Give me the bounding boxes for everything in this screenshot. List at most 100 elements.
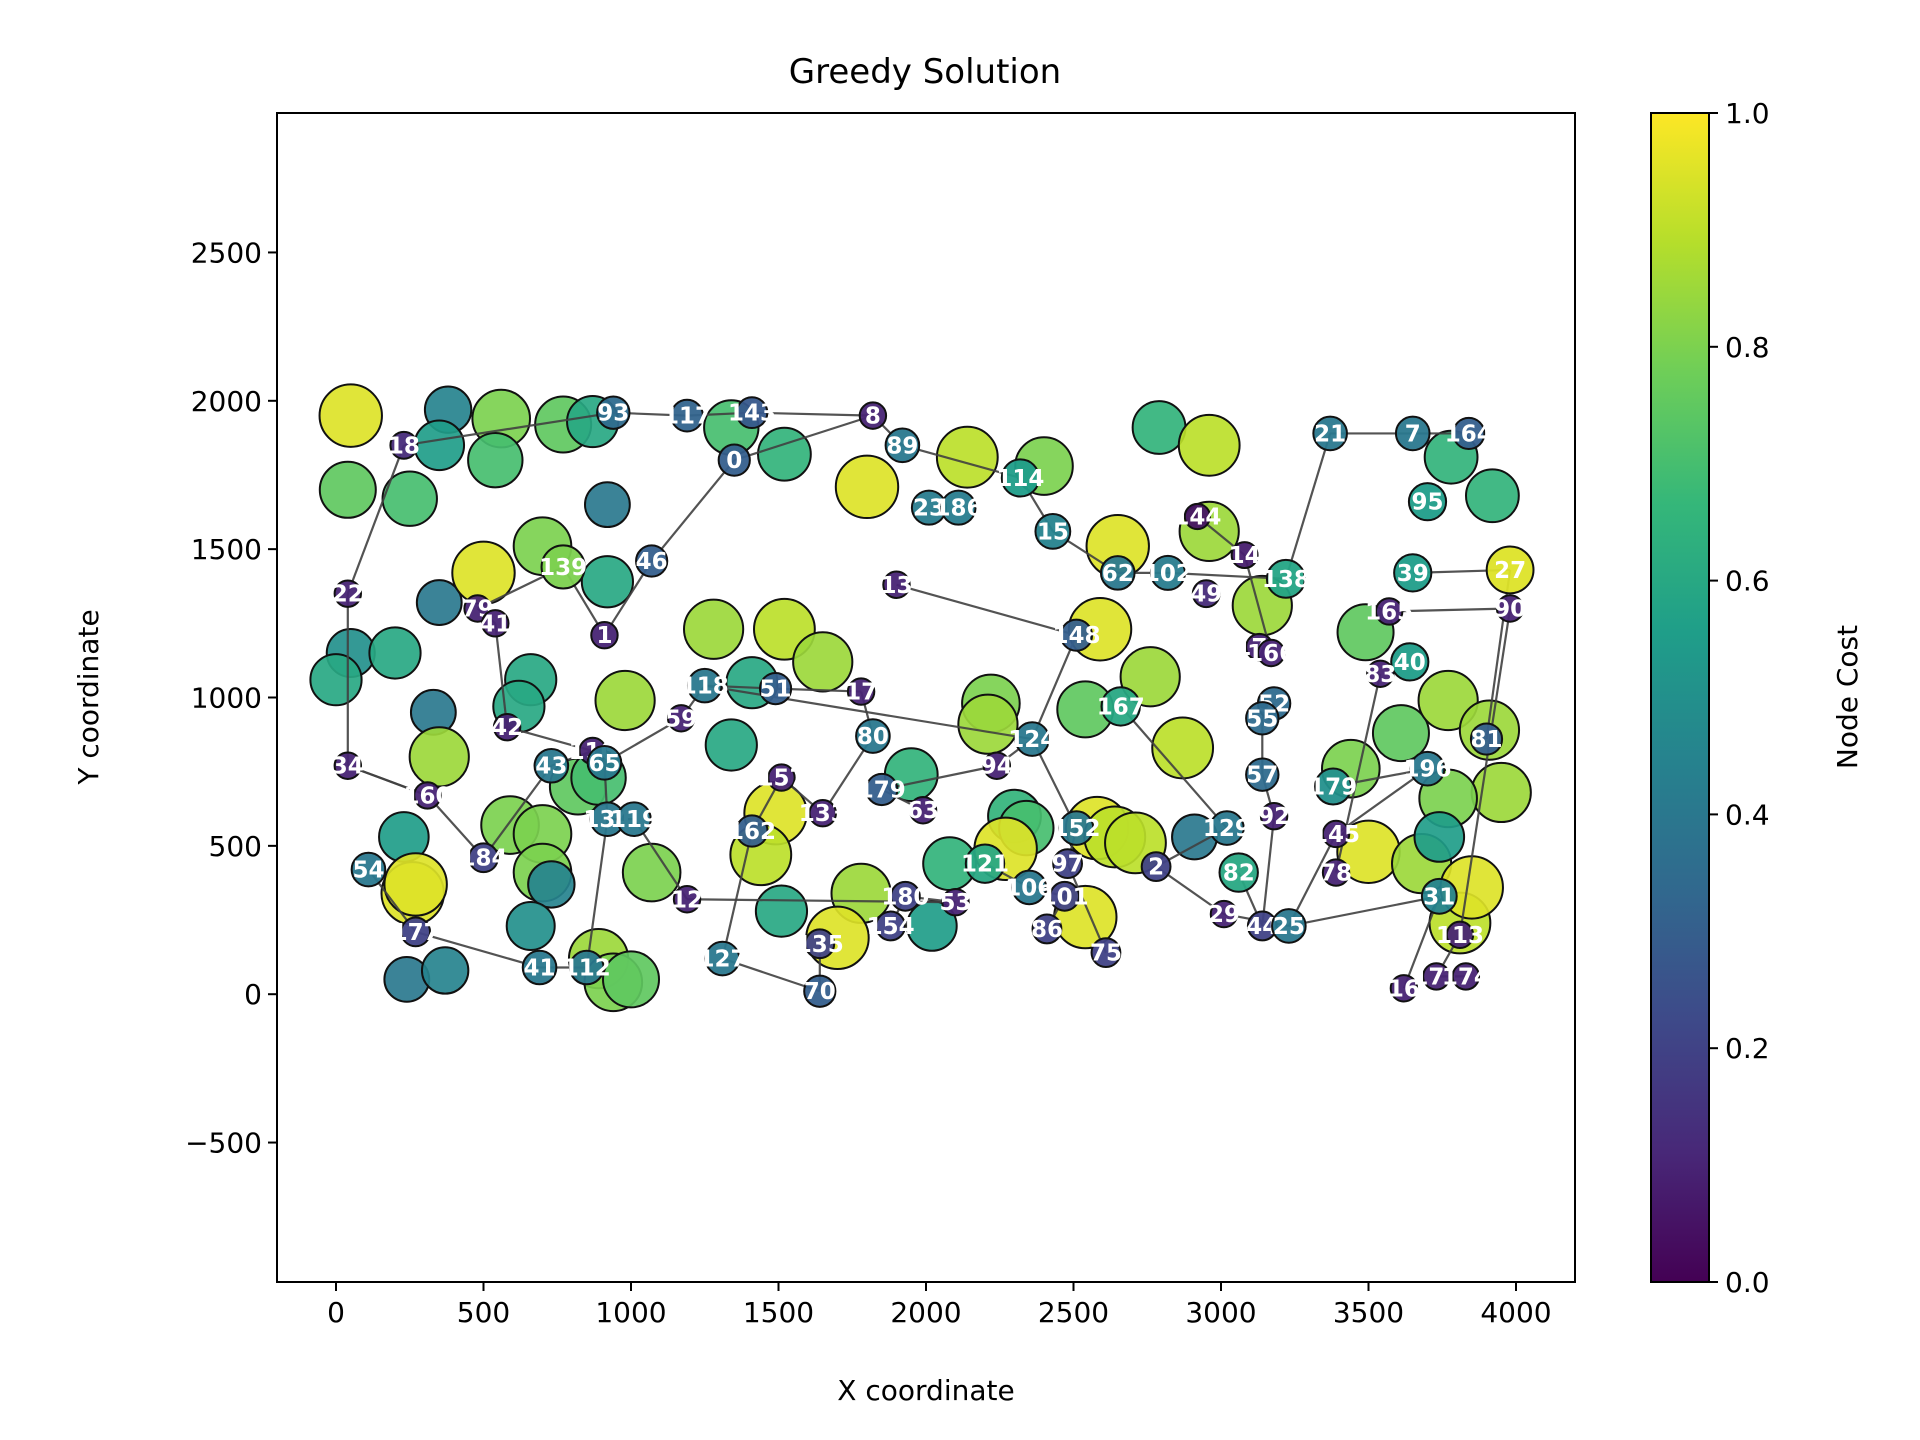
node-label: 135 (796, 932, 844, 958)
route-node: 133 (799, 799, 847, 828)
route-node-marker (670, 398, 704, 433)
route-node: 119 (610, 801, 658, 837)
route-node: 167 (1097, 686, 1145, 727)
route-node-marker (533, 747, 570, 784)
route-node: 8 (858, 401, 888, 430)
route-node-marker (616, 801, 652, 837)
route-node: 112 (563, 949, 611, 986)
node-label: 102 (1144, 561, 1192, 587)
route-node-marker (1271, 908, 1307, 944)
route-node-marker (1191, 579, 1221, 609)
route-node-marker (1209, 899, 1239, 929)
node-label: 83 (1364, 662, 1396, 688)
route-node-marker (1452, 416, 1486, 451)
node-label: 90 (1494, 596, 1526, 622)
route-segment-33 (1261, 816, 1276, 927)
route-node-marker (1000, 458, 1041, 498)
node-label: 117 (663, 404, 711, 430)
route-node: 121 (961, 843, 1009, 884)
node-label: 167 (1097, 694, 1145, 720)
node-label: 86 (1031, 917, 1063, 943)
node-label: 62 (1102, 561, 1134, 587)
route-node-marker (964, 843, 1006, 884)
route-node-marker (941, 888, 970, 917)
route-node: 160 (403, 781, 451, 810)
x-tick-label: 1000 (595, 1296, 666, 1329)
node-label: 166 (1247, 641, 1295, 667)
node-label: 70 (804, 979, 836, 1005)
route-node-marker (1469, 722, 1504, 756)
node-label: 0 (726, 448, 742, 474)
route-node-marker (1090, 937, 1122, 969)
node-label: 177 (392, 920, 440, 946)
route-node-marker (568, 949, 605, 986)
route-node-marker (1407, 482, 1448, 522)
route-node: 59 (665, 704, 697, 733)
node-unlabeled-13 (935, 425, 999, 489)
node-label: 78 (1320, 861, 1352, 887)
route-node: 21 (1312, 415, 1348, 452)
route-segment-4 (650, 459, 736, 562)
route-node-marker (350, 851, 387, 888)
route-node-marker (1059, 618, 1094, 652)
route-node: 135 (796, 928, 844, 960)
route-node: 70 (803, 974, 837, 1008)
route-node: 139 (539, 544, 587, 590)
route-node: 184 (459, 842, 508, 874)
y-axis-label: Y coordinate (72, 609, 105, 785)
route-node-marker (717, 443, 751, 477)
route-node: 143 (728, 396, 776, 430)
route-node: 83 (1364, 659, 1396, 688)
node-unlabeled-11 (584, 481, 631, 529)
x-tick-label: 2000 (890, 1296, 961, 1329)
route-node: 171 (1412, 962, 1460, 991)
node-unlabeled-41 (957, 693, 1019, 755)
route-segment-83 (482, 765, 553, 859)
route-node-marker (704, 940, 741, 977)
route-node-marker (596, 395, 631, 430)
route-node: 95 (1407, 482, 1448, 522)
node-unlabeled-88 (420, 946, 470, 995)
route-node-marker (1218, 852, 1259, 893)
node-label: 25 (1273, 914, 1305, 940)
x-tick-label: 2500 (1038, 1296, 1109, 1329)
route-node: 166 (1247, 638, 1295, 668)
route-node-marker (804, 928, 836, 960)
route-node-marker (1230, 541, 1259, 570)
x-tick-label: 3500 (1333, 1296, 1404, 1329)
node-label: 41 (524, 955, 556, 981)
node-label: 93 (597, 401, 629, 427)
node-label: 39 (1397, 561, 1429, 587)
route-node-marker (758, 671, 793, 706)
node-label: 1 (596, 623, 612, 649)
route-node-marker (1100, 686, 1141, 727)
route-node: 39 (1393, 553, 1433, 593)
axes: 0 500 1000 1500 2000 2500 3000 3500 4000 −500 0 500… (185, 236, 1552, 1329)
route-node-marker (1011, 869, 1048, 906)
route-node-marker (767, 763, 796, 792)
node-label: 95 (1411, 490, 1443, 516)
route-node-marker (521, 949, 558, 986)
route-node-marker (846, 677, 876, 706)
route-node: 29 (1208, 899, 1240, 929)
x-tick-label: 1500 (743, 1296, 814, 1329)
node-label: 94 (981, 754, 1013, 780)
route-node: 2 (1140, 851, 1172, 883)
node-label: 113 (1436, 923, 1484, 949)
route-node: 34 (332, 751, 364, 780)
route-node-marker (1445, 920, 1475, 950)
route-node: 40 (1390, 642, 1430, 682)
route-node: 92 (1258, 801, 1290, 831)
route-node: 186 (934, 489, 982, 526)
colorbar-gradient (1651, 113, 1709, 1282)
route-node-marker (889, 880, 921, 912)
route-node-marker (468, 842, 499, 874)
node-label: 46 (636, 549, 668, 575)
colorbar-tick-label: 0.2 (1725, 1032, 1770, 1065)
route-segment-85 (704, 684, 1033, 741)
chart-title: Greedy Solution (789, 52, 1061, 92)
route-node: 17 (845, 677, 877, 706)
route-node-marker (865, 772, 899, 807)
route-node: 157 (757, 763, 805, 792)
